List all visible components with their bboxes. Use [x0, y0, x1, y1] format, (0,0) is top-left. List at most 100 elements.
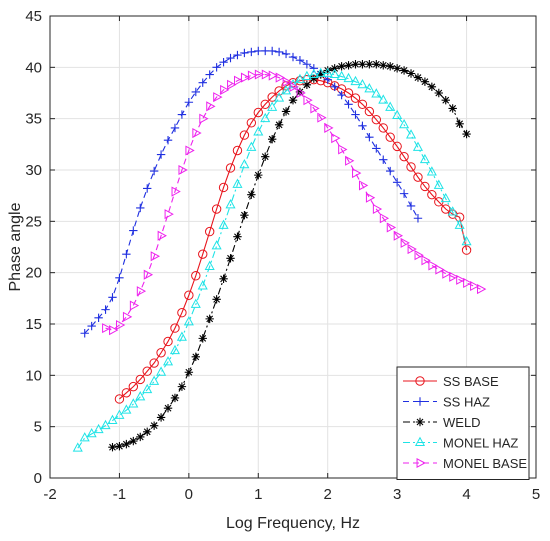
data-point: [322, 67, 333, 77]
data-point: [461, 236, 472, 246]
legend-item: MONEL BASE: [403, 456, 527, 471]
data-point: [107, 414, 118, 424]
y-tick-label: 25: [25, 213, 42, 230]
data-point: [184, 368, 194, 377]
data-point: [288, 95, 298, 105]
data-point: [399, 118, 410, 129]
y-axis-label: Phase angle: [7, 202, 24, 291]
data-point: [358, 180, 369, 191]
data-point: [337, 62, 346, 71]
data-point: [122, 439, 131, 449]
data-point: [385, 101, 396, 111]
data-point: [379, 213, 390, 224]
data-point: [136, 203, 145, 213]
data-point: [198, 334, 207, 343]
data-point: [295, 75, 305, 86]
data-point: [477, 284, 487, 295]
data-point: [121, 388, 132, 398]
data-point: [371, 88, 382, 98]
data-point: [294, 73, 305, 84]
data-point: [295, 55, 305, 65]
data-point: [177, 308, 187, 318]
data-point: [177, 382, 187, 391]
legend-marker: [415, 397, 425, 406]
data-point: [378, 94, 389, 104]
axes-frame: [49, 15, 537, 479]
y-tick-label: 20: [25, 265, 42, 282]
series-line: [112, 63, 468, 448]
data-point: [330, 64, 339, 73]
data-point: [435, 264, 445, 275]
data-point: [324, 122, 334, 133]
data-point: [303, 95, 313, 106]
data-point: [156, 348, 166, 358]
legend-item: SS HAZ: [403, 395, 490, 410]
data-point: [149, 375, 160, 385]
data-point: [219, 274, 228, 284]
legend-marker: [415, 376, 425, 386]
data-point: [260, 112, 271, 123]
data-point: [344, 61, 353, 70]
data-point: [344, 100, 353, 109]
data-point: [261, 69, 272, 80]
data-point: [163, 336, 173, 347]
data-point: [226, 53, 235, 63]
data-point: [128, 381, 139, 392]
y-tick-label: 30: [25, 162, 42, 179]
data-point: [261, 152, 270, 161]
data-point: [176, 331, 187, 341]
x-tick-label: 5: [532, 486, 540, 503]
x-tick-label: 1: [254, 486, 262, 503]
data-point: [337, 90, 346, 100]
x-tick-label: 4: [462, 486, 470, 503]
data-point: [156, 413, 166, 422]
data-point: [135, 391, 146, 401]
data-point: [150, 251, 160, 262]
data-point: [80, 329, 89, 338]
data-point: [267, 101, 278, 111]
data-point: [192, 127, 202, 139]
data-point: [405, 129, 417, 139]
data-point: [308, 68, 319, 78]
y-tick-label: 0: [34, 470, 42, 487]
data-point: [400, 237, 410, 248]
data-point: [121, 404, 132, 414]
data-point: [232, 145, 243, 156]
data-point: [323, 66, 332, 75]
data-point: [142, 366, 152, 376]
data-point: [149, 421, 159, 430]
data-point: [129, 300, 140, 311]
data-point: [399, 151, 409, 162]
data-point: [399, 189, 409, 198]
y-tick-label: 40: [25, 59, 42, 76]
legend-label: MONEL BASE: [443, 456, 527, 471]
x-tick-label: 2: [324, 486, 332, 503]
data-point: [267, 46, 277, 56]
data-point: [296, 87, 306, 99]
data-point: [434, 88, 443, 98]
data-point: [268, 70, 279, 81]
legend-label: SS HAZ: [443, 395, 490, 410]
data-point: [372, 60, 381, 69]
data-point: [191, 87, 200, 97]
data-point: [169, 344, 181, 355]
data-point: [162, 356, 174, 366]
data-point: [102, 323, 112, 334]
data-point: [240, 72, 251, 83]
data-point: [246, 141, 257, 151]
data-point: [301, 70, 312, 81]
data-point: [421, 255, 431, 266]
data-point: [225, 163, 236, 173]
data-point: [206, 101, 216, 112]
data-point: [100, 419, 111, 430]
legend-item: MONEL HAZ: [403, 436, 518, 451]
data-point: [454, 219, 465, 229]
data-point: [386, 62, 395, 71]
data-point: [463, 277, 473, 288]
data-point: [282, 76, 292, 87]
data-point: [413, 172, 423, 182]
data-point: [72, 442, 83, 452]
data-point: [247, 190, 256, 199]
data-point: [315, 67, 326, 77]
data-point: [184, 98, 194, 107]
